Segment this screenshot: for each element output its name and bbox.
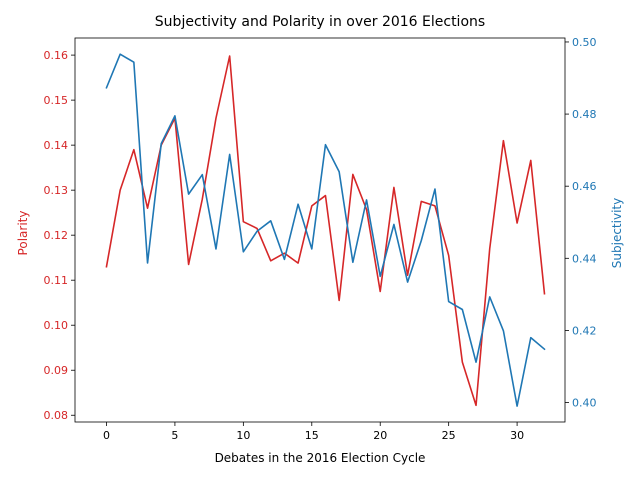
left-axis-label: Polarity xyxy=(16,211,30,256)
right-y-tick-label: 0.48 xyxy=(572,108,597,121)
right-y-tick-label: 0.50 xyxy=(572,36,597,49)
right-y-tick-label: 0.44 xyxy=(572,252,597,265)
x-tick-label: 0 xyxy=(103,429,110,442)
x-tick-label: 25 xyxy=(442,429,456,442)
axes-frame xyxy=(74,37,566,423)
x-tick-label: 30 xyxy=(510,429,524,442)
x-tick-label: 15 xyxy=(305,429,319,442)
axes: 0 5 10 15 20 25 30 0.08 0.09 0.10 0.11 0.12 0.13 0.14… xyxy=(44,36,597,442)
left-y-tick-label: 0.15 xyxy=(44,94,69,107)
x-tick-label: 5 xyxy=(171,429,178,442)
left-y-tick-label: 0.10 xyxy=(44,319,69,332)
x-axis-label: Debates in the 2016 Election Cycle xyxy=(215,451,426,465)
x-tick-label: 20 xyxy=(373,429,387,442)
series-line-polarity xyxy=(105,55,546,407)
left-y-tick-label: 0.09 xyxy=(44,364,69,377)
left-y-tick-label: 0.14 xyxy=(44,139,69,152)
left-y-tick-label: 0.08 xyxy=(44,409,69,422)
chart-title: Subjectivity and Polarity in over 2016 E… xyxy=(155,14,485,30)
right-y-tick-label: 0.40 xyxy=(572,397,597,410)
left-y-tick-label: 0.11 xyxy=(44,274,69,287)
right-y-tick-label: 0.46 xyxy=(572,180,597,193)
plot-area xyxy=(105,53,546,407)
right-axis-label: Subjectivity xyxy=(610,198,624,268)
left-y-tick-label: 0.12 xyxy=(44,229,69,242)
x-tick-label: 10 xyxy=(236,429,250,442)
series-line-subjectivity xyxy=(105,53,546,407)
right-y-tick-label: 0.42 xyxy=(572,324,597,337)
left-y-tick-label: 0.16 xyxy=(44,49,69,62)
left-y-tick-label: 0.13 xyxy=(44,184,69,197)
